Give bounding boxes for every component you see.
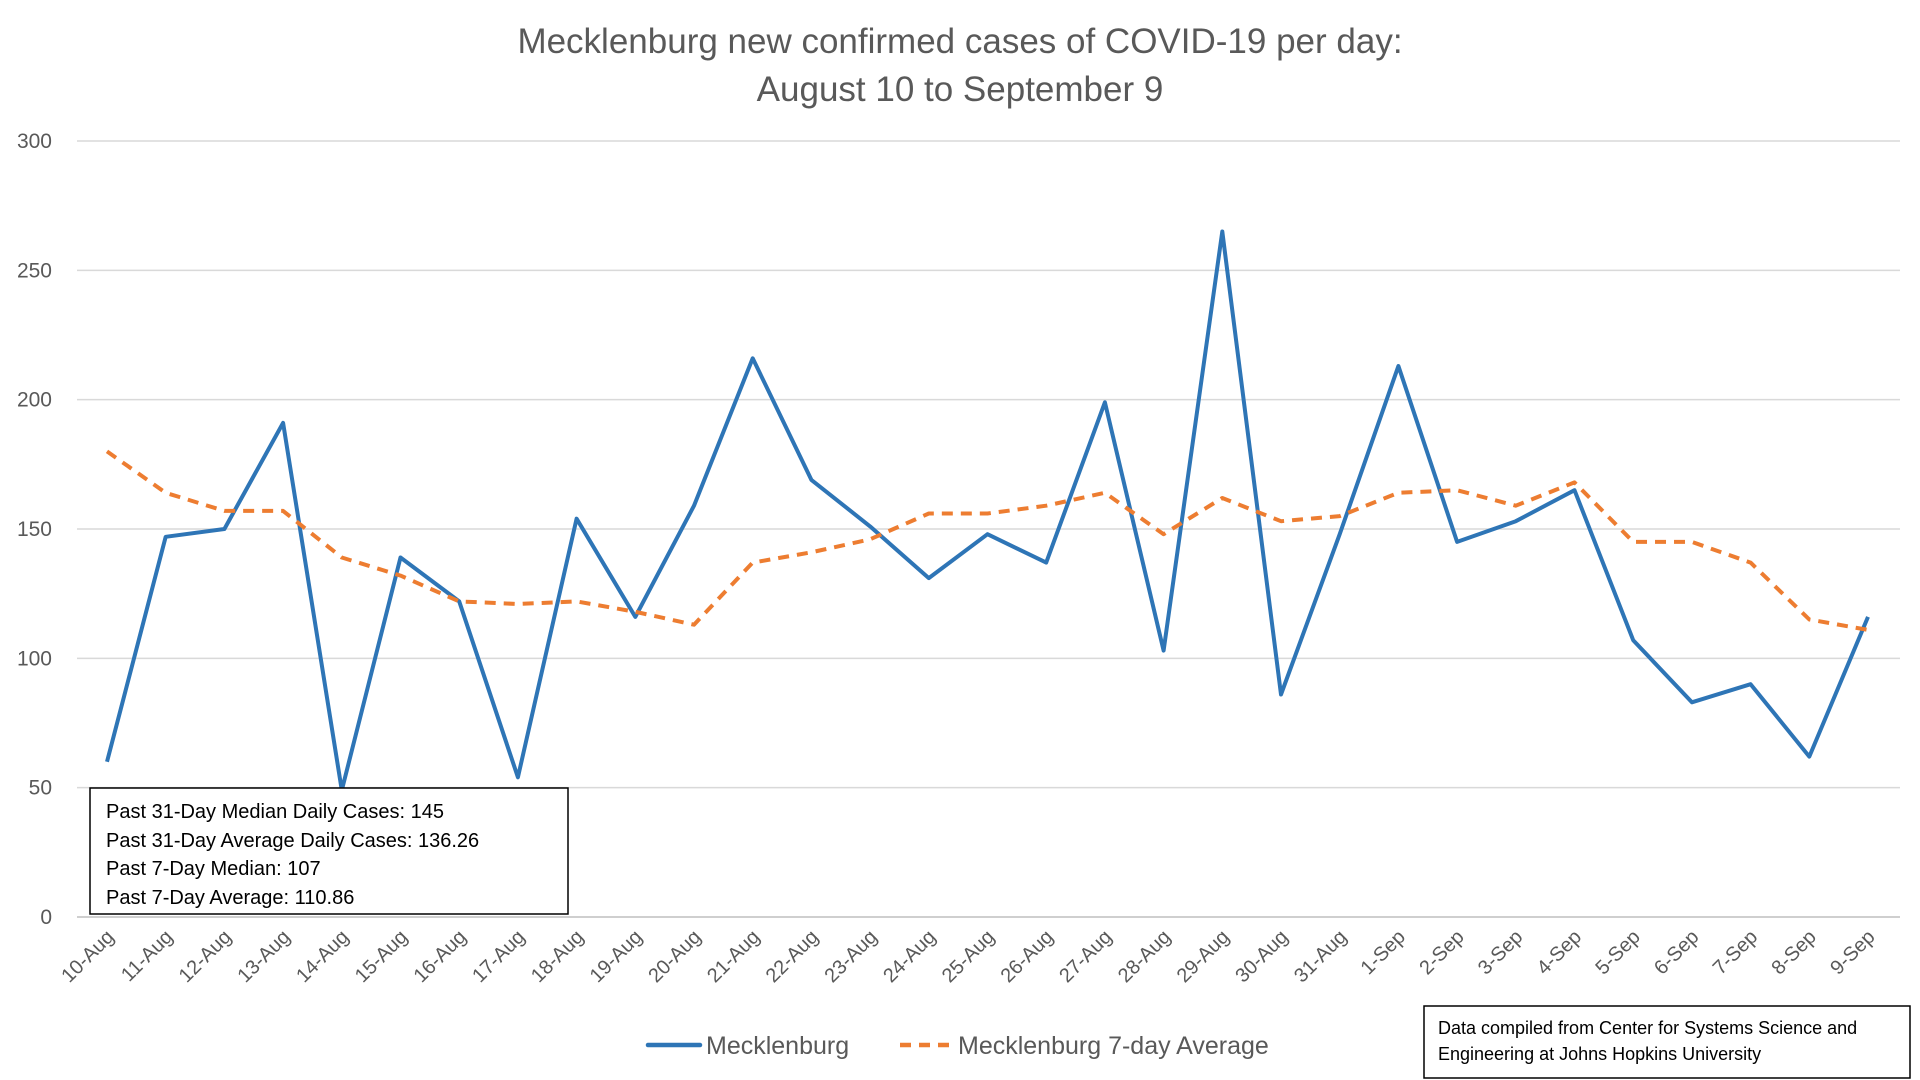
source-note: Data compiled from Center for Systems Sc… <box>1423 1005 1911 1079</box>
stats-line-average-31: Past 31-Day Average Daily Cases: 136.26 <box>106 830 479 852</box>
chart-title: Mecklenburg new confirmed cases of COVID… <box>517 22 1402 61</box>
legend-label-mecklenburg: Mecklenburg <box>706 1032 849 1060</box>
y-tick-label-250: 250 <box>17 259 52 282</box>
stats-annotation: Past 31-Day Median Daily Cases: 145 Past… <box>89 787 569 915</box>
y-tick-label-150: 150 <box>17 518 52 541</box>
source-note-line-1: Data compiled from Center for Systems Sc… <box>1438 1018 1857 1038</box>
chart-subtitle: August 10 to September 9 <box>757 70 1164 109</box>
stats-line-average-7: Past 7-Day Average: 110.86 <box>106 887 354 909</box>
y-tick-label-50: 50 <box>29 777 52 800</box>
y-tick-label-200: 200 <box>17 389 52 412</box>
y-tick-label-0: 0 <box>40 906 52 929</box>
source-note-box <box>1423 1005 1911 1079</box>
y-axis: 0 50 100 150 200 250 300 <box>17 130 52 929</box>
series-lines <box>105 229 1870 793</box>
stats-line-median-7: Past 7-Day Median: 107 <box>106 858 321 880</box>
y-tick-label-300: 300 <box>17 130 52 153</box>
y-tick-label-100: 100 <box>17 647 52 670</box>
legend: Mecklenburg Mecklenburg 7-day Average <box>645 1032 1269 1060</box>
stats-annotation-box <box>89 787 569 915</box>
stats-line-median-31: Past 31-Day Median Daily Cases: 145 <box>106 801 444 823</box>
source-note-line-2: Engineering at Johns Hopkins University <box>1438 1044 1761 1064</box>
legend-label-7day-average: Mecklenburg 7-day Average <box>958 1032 1269 1060</box>
